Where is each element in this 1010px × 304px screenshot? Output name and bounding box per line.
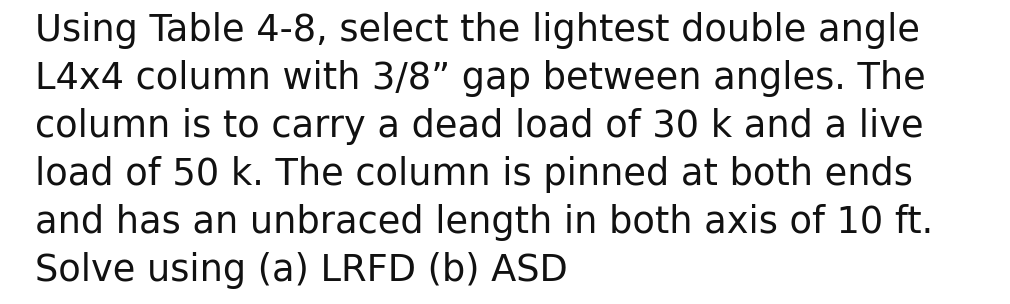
Text: Solve using (a) LRFD (b) ASD: Solve using (a) LRFD (b) ASD	[35, 252, 568, 289]
Text: Using Table 4-8, select the lightest double angle: Using Table 4-8, select the lightest dou…	[35, 12, 920, 49]
Text: column is to carry a dead load of 30 k and a live: column is to carry a dead load of 30 k a…	[35, 108, 923, 145]
Text: load of 50 k. The column is pinned at both ends: load of 50 k. The column is pinned at bo…	[35, 156, 913, 193]
Text: and has an unbraced length in both axis of 10 ft.: and has an unbraced length in both axis …	[35, 204, 933, 241]
Text: L4x4 column with 3/8” gap between angles. The: L4x4 column with 3/8” gap between angles…	[35, 60, 926, 97]
